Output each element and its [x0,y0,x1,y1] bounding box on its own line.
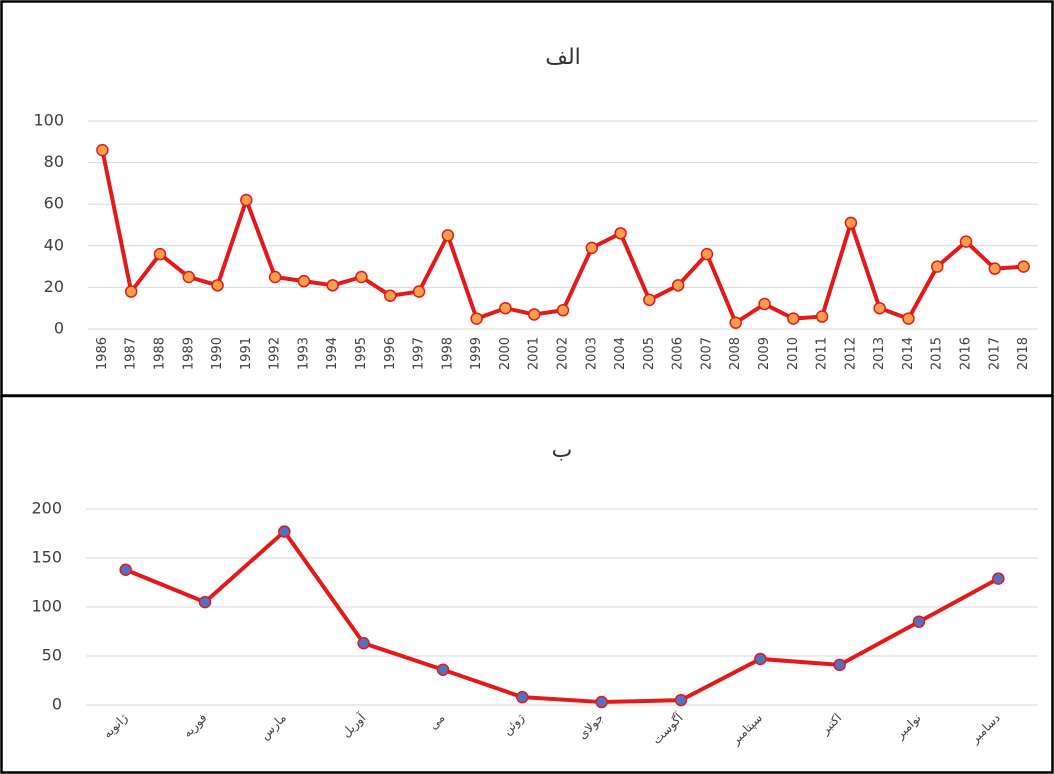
x-tick-label: 2001 [527,337,542,370]
marker [326,279,339,292]
y-tick-label: 50 [42,646,62,665]
marker [787,312,800,325]
marker [470,312,483,325]
marker [614,227,627,240]
marker [441,229,455,242]
x-tick-label: 2015 [930,337,945,370]
x-tick-label: 1986 [95,337,110,370]
marker [240,193,253,207]
x-tick-label: 2013 [872,337,887,370]
marker [297,274,311,288]
marker [357,637,370,650]
x-tick-label: 2012 [843,337,858,370]
chart-title: ب [552,438,573,463]
marker [671,279,685,292]
marker [902,312,915,325]
marker [873,301,886,315]
marker [119,563,132,577]
chart-title: الف [545,45,581,70]
y-tick-label: 40 [44,235,64,254]
x-tick-label: 2003 [584,337,599,370]
marker [96,143,109,157]
marker [992,572,1005,585]
x-tick-label: 1991 [239,337,254,370]
x-tick-label: 2011 [815,337,830,370]
panel-bottom [0,394,1054,774]
marker [499,301,512,315]
x-tick-label: 2009 [757,337,772,370]
marker [211,279,224,292]
x-tick-label: 1989 [181,337,196,370]
marker [384,289,397,302]
marker [643,293,656,307]
x-tick-label: 2008 [728,337,743,370]
x-tick-label: 1993 [296,337,311,370]
marker [700,247,714,261]
x-tick-label: 1995 [354,337,369,370]
marker [844,216,858,230]
x-tick-label: 2017 [987,337,1002,370]
panel-top [0,0,1054,397]
marker [729,316,742,330]
marker [198,595,212,609]
x-tick-label: 2002 [556,337,571,370]
x-tick-label: 1998 [440,337,455,370]
marker [124,285,138,298]
marker [959,235,973,248]
x-tick-label: 2007 [699,337,714,370]
y-tick-label: 0 [54,319,64,338]
marker [754,652,767,666]
y-tick-label: 100 [33,111,64,130]
x-tick-label: 2018 [1016,337,1031,370]
y-tick-label: 80 [44,152,64,171]
marker [153,247,167,261]
x-tick-label: 1987 [124,337,139,370]
marker [1017,260,1030,273]
marker [595,695,608,709]
y-tick-label: 200 [31,499,62,518]
x-tick-label: 2000 [498,337,513,370]
x-tick-label: 1999 [469,337,484,370]
x-tick-label: 1988 [152,337,167,370]
marker [674,693,688,707]
marker [815,310,829,323]
y-tick-label: 20 [44,277,64,296]
marker [527,308,541,321]
y-tick-label: 150 [31,548,62,567]
x-tick-label: 1994 [325,337,340,370]
marker [833,658,846,672]
line [124,529,1000,705]
marker [278,525,291,538]
marker [988,262,1002,275]
marker [412,285,426,298]
x-tick-label: 1992 [268,337,283,370]
y-tick-label: 60 [44,194,64,213]
marker [585,241,599,255]
x-tick-label: 1997 [412,337,427,370]
x-tick-label: 2010 [786,337,801,370]
x-tick-label: 1996 [383,337,398,370]
marker [516,690,529,704]
x-tick-label: 1990 [210,337,225,370]
x-tick-label: 2006 [671,337,686,370]
y-tick-label: 0 [52,695,62,714]
marker [556,304,570,317]
marker [436,663,450,676]
marker [355,270,368,284]
marker [912,615,926,628]
x-tick-label: 2004 [613,337,628,370]
marker [758,297,771,311]
marker [268,270,282,284]
marker [182,270,196,284]
y-tick-label: 100 [31,597,62,616]
x-tick-label: 2014 [901,337,916,370]
marker [930,260,944,273]
x-tick-label: 2016 [959,337,974,370]
x-tick-label: 2005 [642,337,657,370]
